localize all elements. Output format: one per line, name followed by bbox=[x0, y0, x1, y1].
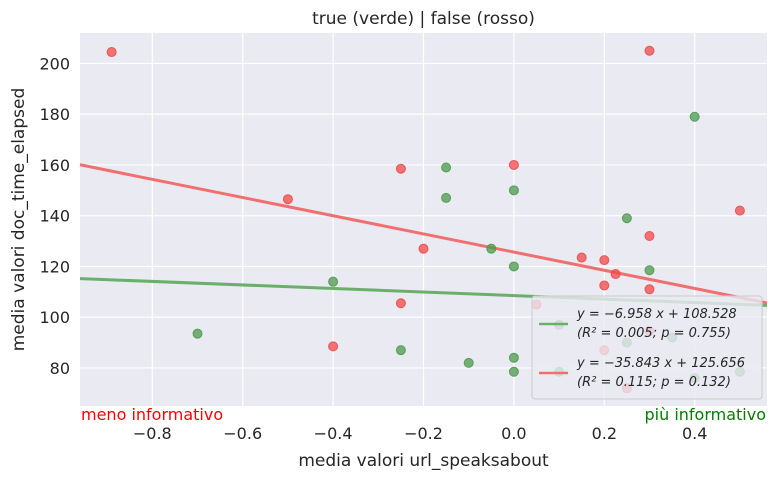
point-red bbox=[282, 194, 293, 205]
y-tick-label: 140 bbox=[39, 207, 70, 226]
point-green bbox=[508, 185, 519, 196]
point-red bbox=[106, 47, 117, 58]
point-green bbox=[395, 345, 406, 356]
x-tick-label: −0.4 bbox=[314, 424, 353, 443]
x-tick-label: 0.2 bbox=[592, 424, 617, 443]
point-red bbox=[599, 255, 610, 266]
legend-stats-green: (R² = 0.005; p = 0.755) bbox=[577, 326, 731, 341]
point-red bbox=[610, 269, 621, 280]
point-green bbox=[689, 111, 700, 122]
point-red bbox=[395, 163, 406, 174]
point-red bbox=[576, 252, 587, 263]
x-tick-label: 0.4 bbox=[682, 424, 707, 443]
x-axis-ticks: −0.8 −0.6 −0.4 −0.2 0.0 0.2 0.4 bbox=[133, 424, 708, 443]
point-green bbox=[508, 366, 519, 377]
point-green bbox=[463, 357, 474, 368]
point-red bbox=[508, 159, 519, 170]
point-red bbox=[644, 284, 655, 295]
point-green bbox=[441, 192, 452, 203]
point-green bbox=[486, 243, 497, 254]
y-tick-label: 160 bbox=[39, 156, 70, 175]
point-red bbox=[418, 243, 429, 254]
y-axis-ticks: 80 100 120 140 160 180 200 bbox=[39, 54, 70, 377]
legend: y = −6.958 x + 108.528 (R² = 0.005; p = … bbox=[531, 295, 763, 400]
point-green bbox=[621, 213, 632, 224]
point-red bbox=[395, 298, 406, 309]
corner-label-left: meno informativo bbox=[81, 405, 223, 424]
x-tick-label: 0.0 bbox=[501, 424, 526, 443]
legend-stats-red: (R² = 0.115; p = 0.132) bbox=[577, 375, 731, 390]
point-green bbox=[192, 328, 203, 339]
point-green bbox=[328, 276, 339, 287]
x-axis-label: media valori url_speaksabout bbox=[298, 451, 549, 471]
chart-title: true (verde) | false (rosso) bbox=[312, 9, 535, 29]
x-tick-label: −0.8 bbox=[133, 424, 172, 443]
point-red bbox=[644, 45, 655, 56]
point-green bbox=[508, 352, 519, 363]
corner-label-right: più informativo bbox=[645, 405, 767, 424]
y-tick-label: 80 bbox=[50, 359, 70, 378]
legend-box bbox=[531, 295, 763, 400]
point-green bbox=[508, 261, 519, 272]
y-tick-label: 180 bbox=[39, 105, 70, 124]
y-tick-label: 100 bbox=[39, 308, 70, 327]
x-tick-label: −0.2 bbox=[404, 424, 443, 443]
point-red bbox=[644, 230, 655, 241]
point-red bbox=[328, 341, 339, 352]
point-red bbox=[599, 280, 610, 291]
legend-equation-red: y = −35.843 x + 125.656 bbox=[576, 356, 745, 371]
point-green bbox=[644, 265, 655, 276]
point-green bbox=[441, 162, 452, 173]
x-tick-label: −0.6 bbox=[223, 424, 262, 443]
y-tick-label: 200 bbox=[39, 54, 70, 73]
regression-line-red bbox=[79, 163, 768, 305]
point-red bbox=[734, 205, 745, 216]
y-tick-label: 120 bbox=[39, 257, 70, 276]
legend-equation-green: y = −6.958 x + 108.528 bbox=[576, 307, 737, 322]
y-axis-label: media valori doc_time_elapsed bbox=[9, 88, 29, 352]
